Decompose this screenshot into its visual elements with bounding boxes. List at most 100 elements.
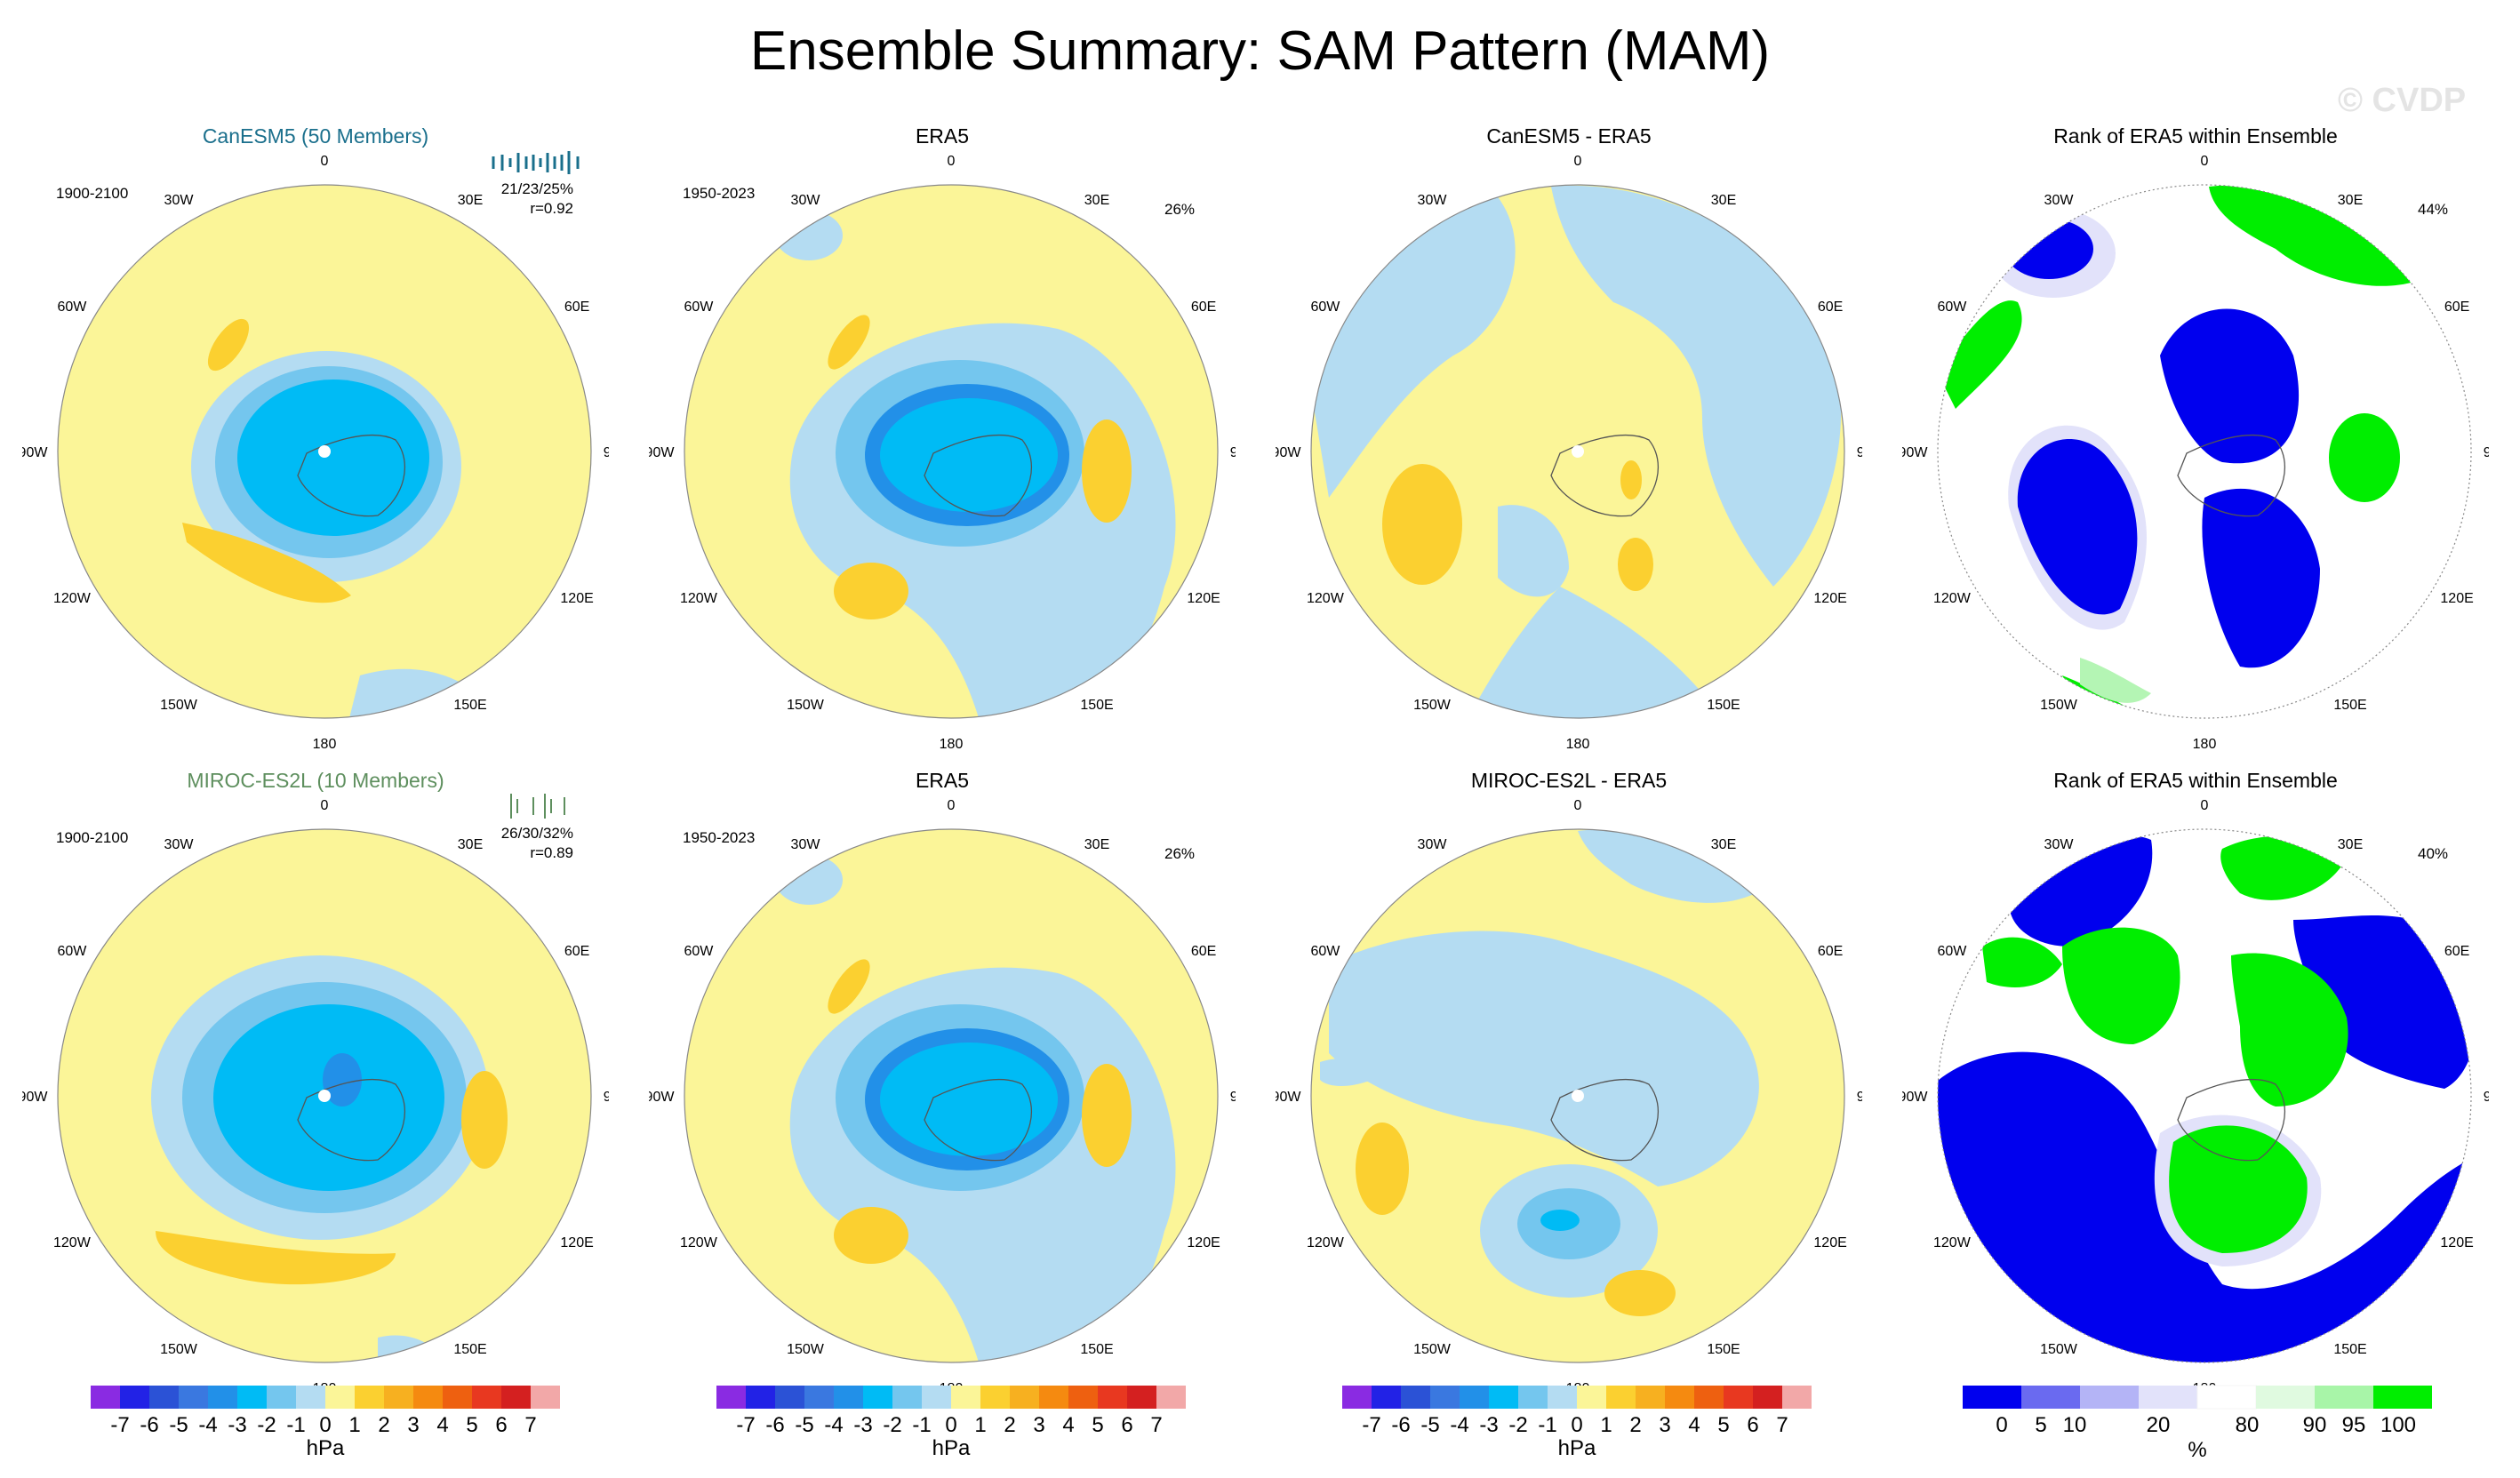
colorbar-swatch bbox=[863, 1386, 892, 1409]
colorbar-swatch bbox=[2139, 1386, 2197, 1409]
colorbar-tick-label: -4 bbox=[198, 1413, 217, 1437]
colorbar-swatch bbox=[1010, 1386, 1039, 1409]
colorbar-tick-label: 20 bbox=[2147, 1413, 2171, 1437]
colorbar-swatch bbox=[1782, 1386, 1812, 1409]
panel-title: Rank of ERA5 within Ensemble bbox=[2053, 124, 2338, 148]
longitude-label: 120W bbox=[53, 591, 92, 606]
figure-title: Ensemble Summary: SAM Pattern (MAM) bbox=[749, 20, 1771, 82]
colorbar-tick-label: 80 bbox=[2236, 1413, 2260, 1437]
stats-line-1: 21/23/25% bbox=[500, 180, 573, 197]
colorbar-tick-label: 3 bbox=[407, 1413, 419, 1437]
antarctica-coast bbox=[297, 434, 406, 517]
colorbar-hpa-1: -7 -6 -5 -4 -3 -2 -1 0 1 2 3 4 5 6 7 hPa bbox=[91, 1386, 560, 1460]
longitude-label: 90E bbox=[1857, 445, 1862, 460]
longitude-label: 60W bbox=[1937, 944, 1967, 959]
longitude-label: 60E bbox=[1818, 944, 1843, 959]
longitude-label: 150W bbox=[1413, 1342, 1452, 1357]
longitude-label: 90E bbox=[2484, 1090, 2489, 1105]
longitude-label: 120W bbox=[1933, 591, 1972, 606]
longitude-label: 30E bbox=[1084, 837, 1109, 852]
longitude-label: 180 bbox=[313, 737, 337, 752]
colorbar-tick-label: -3 bbox=[228, 1413, 246, 1437]
longitude-label: 60E bbox=[1191, 944, 1216, 959]
longitude-label: 90E bbox=[1857, 1090, 1862, 1105]
colorbar-swatch bbox=[892, 1386, 922, 1409]
panel-canesm5: CanESM5 (50 Members) 1900-2100 21/23/25%… bbox=[22, 124, 609, 764]
colorbar-swatch bbox=[1342, 1386, 1372, 1409]
colorbar-tick-label: -7 bbox=[110, 1413, 129, 1437]
colorbar-swatch bbox=[1460, 1386, 1489, 1409]
longitude-label: 90E bbox=[604, 445, 609, 460]
longitude-label: 120W bbox=[1933, 1235, 1972, 1250]
map-era5-1: 0 30E 60E 90E 120E 150E 180 150W 120W 90W 60W 30W bbox=[649, 154, 1236, 752]
longitude-label: 120W bbox=[53, 1235, 92, 1250]
member-rank-ticks bbox=[492, 151, 580, 174]
longitude-label: 30W bbox=[164, 193, 195, 208]
colorbar-swatch bbox=[120, 1386, 149, 1409]
longitude-label: 30E bbox=[1711, 193, 1736, 208]
colorbar-swatch bbox=[1548, 1386, 1577, 1409]
panel-title: CanESM5 - ERA5 bbox=[1486, 124, 1652, 148]
longitude-label: 150E bbox=[2333, 698, 2366, 713]
colorbar-swatch bbox=[775, 1386, 804, 1409]
colorbar-unit: hPa bbox=[932, 1436, 971, 1460]
map-miroc: 030E60E90E120E150E180150W120W90W60W30W bbox=[22, 798, 609, 1396]
colorbar-tick-label: 6 bbox=[1121, 1413, 1132, 1437]
longitude-label: 0 bbox=[2201, 798, 2209, 813]
colorbar-tick-label: 7 bbox=[1776, 1413, 1788, 1437]
longitude-label: 120E bbox=[1187, 1235, 1220, 1250]
longitude-label: 30E bbox=[2338, 837, 2363, 852]
longitude-label: 120E bbox=[560, 591, 593, 606]
colorbar-swatch bbox=[2315, 1386, 2373, 1409]
longitude-label: 60W bbox=[1310, 300, 1340, 315]
longitude-label: 90E bbox=[604, 1090, 609, 1105]
longitude-label: 30W bbox=[1418, 837, 1448, 852]
colorbar-swatch bbox=[2196, 1385, 2257, 1410]
colorbar-tick-label: -7 bbox=[1362, 1413, 1380, 1437]
colorbar-unit: hPa bbox=[1558, 1436, 1596, 1460]
colorbar-swatch bbox=[1127, 1386, 1156, 1409]
longitude-label: 0 bbox=[2201, 154, 2209, 169]
colorbar-hpa-2: -7 -6 -5 -4 -3 -2 -1 0 1 2 3 4 5 6 7 hPa bbox=[716, 1386, 1186, 1460]
colorbar-tick-label: 0 bbox=[319, 1413, 331, 1437]
panel-title: ERA5 bbox=[915, 769, 970, 792]
longitude-label: 150W bbox=[2040, 698, 2078, 713]
longitude-label: 120E bbox=[560, 1235, 593, 1250]
longitude-label: 90W bbox=[1902, 445, 1928, 460]
panel-title: MIROC-ES2L (10 Members) bbox=[187, 769, 444, 792]
longitude-label: 90W bbox=[22, 445, 48, 460]
panel-title: Rank of ERA5 within Ensemble bbox=[2053, 769, 2338, 792]
colorbar-swatch bbox=[1156, 1386, 1186, 1409]
colorbar-swatch bbox=[2256, 1386, 2315, 1409]
longitude-label: 120W bbox=[1307, 1235, 1345, 1250]
colorbar-swatch bbox=[179, 1386, 208, 1409]
stats-block: 21/23/25% r=0.92 bbox=[458, 180, 573, 219]
longitude-label: 30W bbox=[791, 193, 821, 208]
longitude-label: 60W bbox=[1937, 300, 1967, 315]
longitude-label: 150W bbox=[2040, 1342, 2078, 1357]
longitude-label: 60E bbox=[564, 300, 589, 315]
colorbar-tick-label: 3 bbox=[1659, 1413, 1670, 1437]
colorbar-tick-label: -2 bbox=[883, 1413, 901, 1437]
colorbar-tick-label: 2 bbox=[378, 1413, 389, 1437]
longitude-label: 120E bbox=[1813, 1235, 1846, 1250]
colorbar-unit: % bbox=[2188, 1438, 2206, 1462]
longitude-label: 180 bbox=[1566, 737, 1590, 752]
colorbar-tick-label: -3 bbox=[853, 1413, 872, 1437]
colorbar-tick-label: 6 bbox=[495, 1413, 507, 1437]
longitude-label: 120E bbox=[1187, 591, 1220, 606]
longitude-label: 180 bbox=[2193, 737, 2217, 752]
colorbar-tick-label: 6 bbox=[1747, 1413, 1758, 1437]
variance-pct: 26% bbox=[1164, 845, 1196, 862]
panel-diff-2: MIROC-ES2L - ERA5 030E60E90E120E150E1801… bbox=[1276, 769, 1862, 1409]
colorbar-swatch bbox=[501, 1386, 531, 1409]
longitude-label: 150W bbox=[1413, 698, 1452, 713]
colorbar-tick-label: 2 bbox=[1629, 1413, 1641, 1437]
colorbar-swatch bbox=[1665, 1386, 1694, 1409]
longitude-label: 90E bbox=[1230, 445, 1236, 460]
colorbar-tick-label: 5 bbox=[1092, 1413, 1103, 1437]
colorbar-tick-label: 4 bbox=[436, 1413, 448, 1437]
longitude-label: 150E bbox=[453, 698, 486, 713]
colorbar-swatch bbox=[267, 1386, 296, 1409]
colorbar-swatch bbox=[1724, 1386, 1753, 1409]
